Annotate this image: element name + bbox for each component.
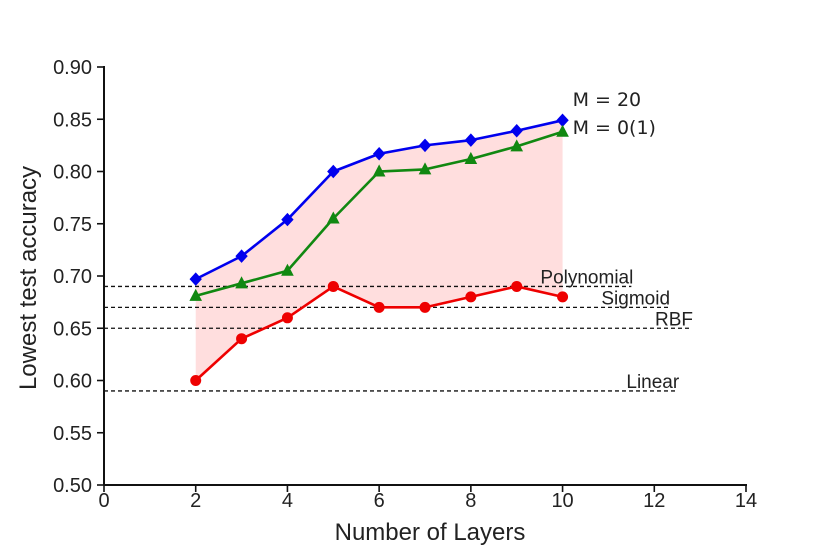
y-tick-label: 0.85 [53, 109, 92, 131]
y-tick-label: 0.80 [53, 162, 92, 184]
data-point-circle [236, 333, 248, 345]
data-point-circle [419, 301, 431, 313]
data-point-diamond [510, 124, 523, 138]
y-tick-label: 0.75 [53, 214, 92, 236]
series-name-label: M = 0(1) [573, 117, 656, 139]
reference-line-label: Linear [626, 372, 679, 393]
y-tick-label: 0.50 [53, 475, 92, 497]
reference-line-label: Sigmoid [601, 288, 670, 309]
data-point-circle [373, 301, 385, 313]
y-tick-label: 0.55 [53, 423, 92, 445]
x-tick-label: 0 [98, 490, 109, 512]
labels: M = 20 M = 0(1) [573, 89, 656, 139]
y-tick-label: 0.70 [53, 266, 92, 288]
data-point-diamond [281, 212, 294, 227]
x-tick-label: 14 [735, 490, 757, 512]
series-layer [189, 113, 569, 386]
reference-line-label: RBF [655, 309, 693, 330]
data-point-triangle [235, 276, 248, 289]
data-point-triangle [556, 124, 569, 137]
data-point-diamond [418, 138, 432, 153]
data-point-triangle [189, 288, 203, 301]
data-point-triangle [418, 162, 432, 175]
x-axis-title: Number of Layers [335, 519, 526, 546]
data-point-circle [190, 375, 202, 386]
data-point-diamond [372, 146, 386, 161]
data-point-triangle [372, 164, 386, 177]
y-tick-label: 0.60 [53, 371, 92, 393]
data-point-diamond [189, 272, 202, 286]
y-axis-title: Lowest test accuracy [15, 166, 42, 390]
y-tick-label: 0.65 [53, 318, 92, 340]
x-tick-label: 8 [465, 490, 476, 512]
data-point-diamond [235, 249, 248, 263]
data-point-triangle [510, 139, 524, 152]
data-point-diamond [327, 164, 340, 179]
y-tick-label: 0.90 [53, 57, 92, 79]
data-point-circle [327, 280, 339, 292]
data-point-triangle [281, 263, 294, 276]
x-tick-label: 6 [374, 490, 385, 512]
reference-line-label: Polynomial [540, 267, 633, 288]
data-point-triangle [326, 211, 340, 224]
axes: 0 2 4 6 8 10 12 14 0.50 0.55 0.60 0.65 0.70 0.75 0.80 0… [15, 57, 757, 546]
x-tick-label: 10 [551, 490, 573, 512]
data-point-circle [511, 280, 523, 292]
x-tick-label: 4 [282, 490, 293, 512]
series-name-label: M = 20 [573, 89, 642, 111]
data-point-triangle [464, 151, 478, 164]
data-point-circle [557, 291, 569, 303]
x-tick-label: 12 [643, 490, 665, 512]
data-point-circle [281, 312, 293, 324]
x-tick-label: 2 [190, 490, 201, 512]
data-point-diamond [464, 133, 478, 147]
data-point-circle [465, 291, 477, 303]
